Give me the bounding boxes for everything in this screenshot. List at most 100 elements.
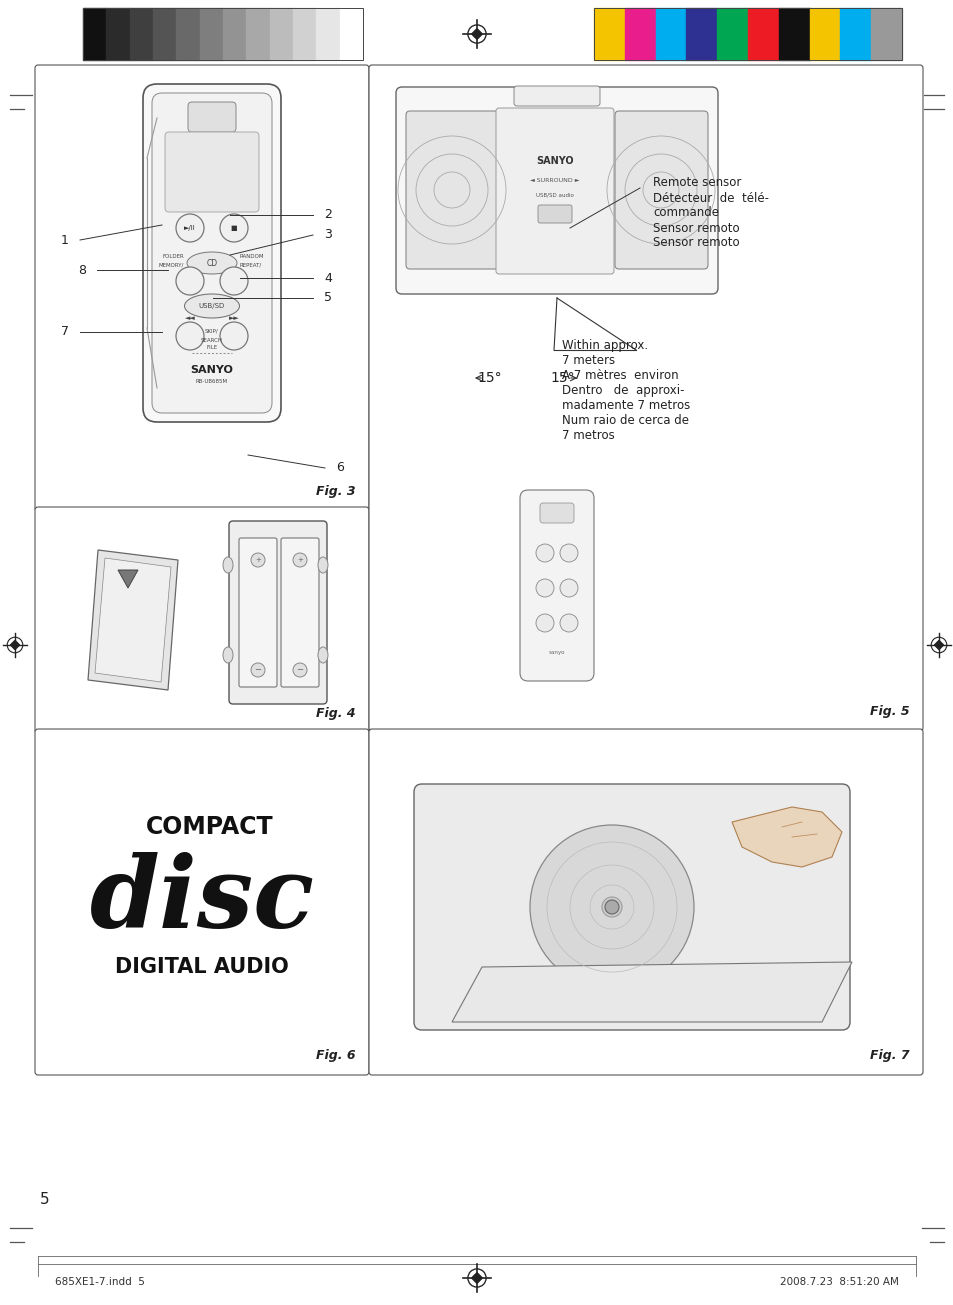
Text: 15°: 15° [477,371,502,385]
Circle shape [604,900,618,914]
FancyBboxPatch shape [281,538,318,686]
FancyBboxPatch shape [496,108,614,274]
Bar [778,8,809,60]
Circle shape [220,322,248,350]
Text: ◄ SURROUND ►: ◄ SURROUND ► [530,179,579,184]
Circle shape [601,897,621,917]
FancyBboxPatch shape [369,65,923,731]
FancyBboxPatch shape [414,784,849,1030]
Bar [685,8,717,60]
Ellipse shape [317,647,328,663]
FancyBboxPatch shape [188,102,235,132]
Text: 7: 7 [61,325,69,338]
Text: 6: 6 [335,462,344,475]
Bar [339,8,363,60]
Bar [624,8,655,60]
Ellipse shape [187,252,236,274]
Bar [655,8,685,60]
Text: SANYO: SANYO [191,365,233,375]
Polygon shape [10,641,20,650]
Text: 1: 1 [61,234,69,247]
FancyBboxPatch shape [539,502,574,523]
Circle shape [220,268,248,295]
Text: 5: 5 [324,291,332,304]
Polygon shape [95,559,171,683]
Polygon shape [933,641,943,650]
Text: REPEAT/: REPEAT/ [240,262,262,268]
Text: ►/II: ►/II [184,224,195,231]
FancyBboxPatch shape [165,132,258,211]
Text: 15°: 15° [550,371,575,385]
Text: Dentro   de  approxi-: Dentro de approxi- [561,385,684,398]
Text: 5: 5 [40,1193,50,1207]
Ellipse shape [223,647,233,663]
Text: madamente 7 metros: madamente 7 metros [561,399,690,412]
FancyBboxPatch shape [35,508,369,733]
Text: DIGITAL AUDIO: DIGITAL AUDIO [115,957,289,977]
Bar [717,8,747,60]
Text: 3: 3 [324,228,332,241]
FancyBboxPatch shape [152,93,272,412]
Bar [199,8,223,60]
Circle shape [293,663,307,677]
Text: −: − [296,666,303,675]
Text: COMPACT: COMPACT [146,816,274,839]
Text: CD: CD [206,258,217,268]
Text: RB-UB685M: RB-UB685M [195,380,228,385]
Polygon shape [471,1272,482,1283]
Text: 4: 4 [324,271,332,284]
Bar [246,8,270,60]
Text: USB/SD: USB/SD [198,303,225,309]
Circle shape [220,214,248,241]
Text: sanyo: sanyo [548,650,565,655]
Text: Sensor remoto: Sensor remoto [652,236,739,249]
Bar [747,8,778,60]
Circle shape [175,268,204,295]
Circle shape [536,613,554,632]
Ellipse shape [317,557,328,573]
Text: FILE: FILE [206,346,217,351]
Bar [316,8,339,60]
Bar [594,8,624,60]
FancyBboxPatch shape [35,729,369,1075]
Text: 8: 8 [78,264,86,277]
Text: FOLDER: FOLDER [162,253,184,258]
Bar [594,8,901,60]
Text: ■: ■ [231,224,237,231]
FancyBboxPatch shape [229,521,327,703]
Polygon shape [88,549,178,690]
Text: 2008.7.23  8:51:20 AM: 2008.7.23 8:51:20 AM [780,1278,898,1287]
Polygon shape [471,29,482,39]
Text: Fig. 3: Fig. 3 [316,485,355,499]
Text: 2: 2 [324,209,332,222]
Circle shape [559,544,578,562]
Text: Num raio de cerca de: Num raio de cerca de [561,415,688,428]
Bar [106,8,130,60]
Bar [130,8,152,60]
Text: +: + [296,557,303,562]
Text: Within approx.: Within approx. [561,339,647,352]
Text: 7 meters: 7 meters [561,355,615,368]
Circle shape [251,663,265,677]
FancyBboxPatch shape [615,111,707,269]
Bar [870,8,901,60]
Text: Sensor remoto: Sensor remoto [652,222,739,235]
Text: Remote sensor: Remote sensor [652,176,740,189]
Text: A 7 mètres  environ: A 7 mètres environ [561,369,678,382]
Polygon shape [118,570,138,589]
Bar [223,8,246,60]
FancyBboxPatch shape [519,489,594,681]
Polygon shape [452,962,851,1022]
Circle shape [175,322,204,350]
Bar [176,8,199,60]
Circle shape [175,214,204,241]
Text: SKIP/: SKIP/ [205,329,218,334]
Text: SANYO: SANYO [536,157,573,166]
Bar [809,8,840,60]
Circle shape [536,544,554,562]
Text: −: − [254,666,261,675]
Text: ◄◄: ◄◄ [185,315,195,321]
FancyBboxPatch shape [369,729,923,1075]
Text: 7 metros: 7 metros [561,429,614,442]
Circle shape [559,613,578,632]
